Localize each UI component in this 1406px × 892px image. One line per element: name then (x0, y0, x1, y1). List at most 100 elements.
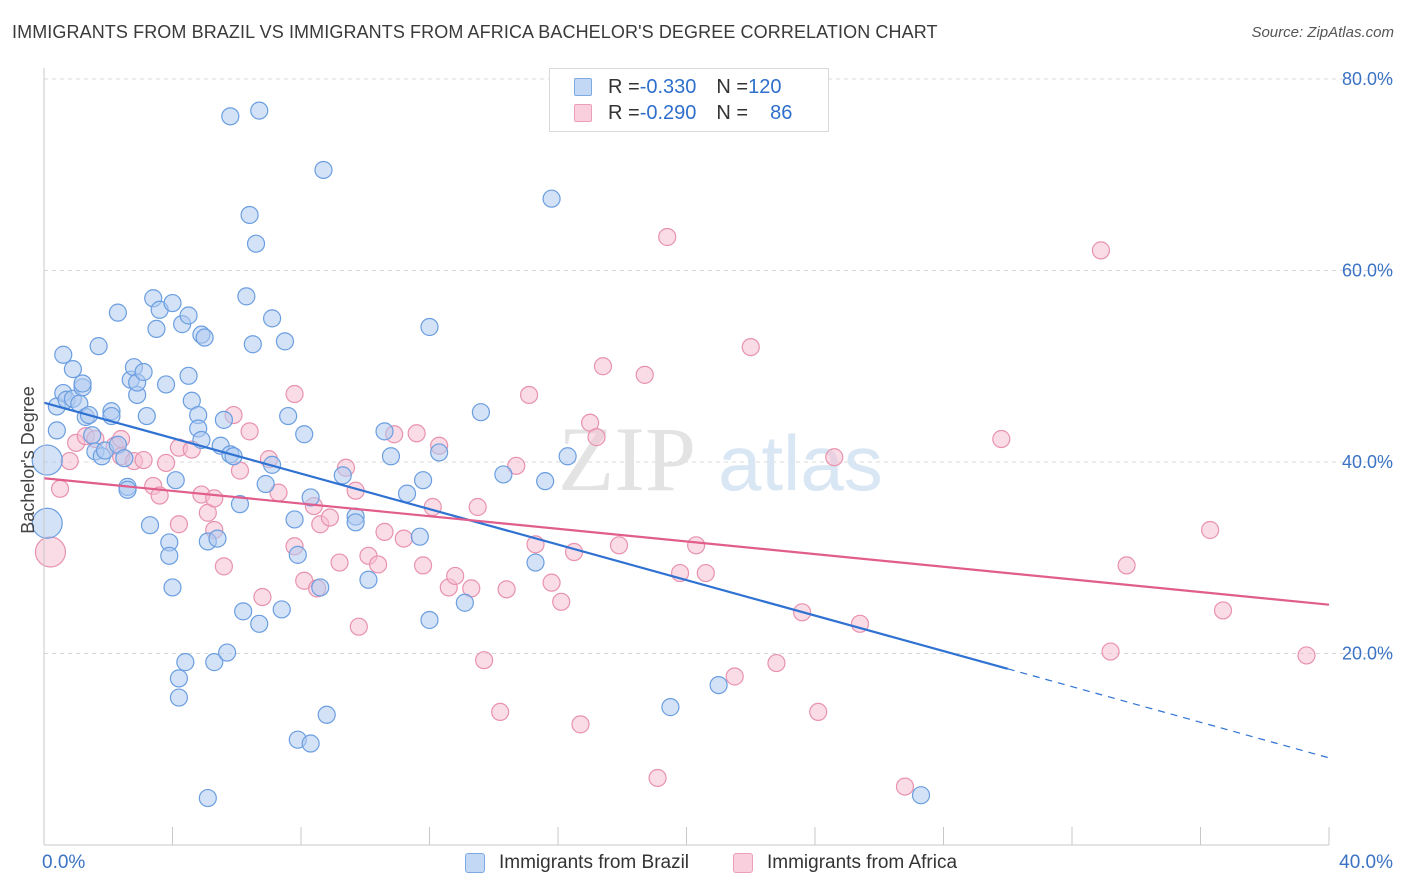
africa-point (60, 451, 79, 471)
africa-point (169, 515, 189, 534)
brazil-point (89, 337, 108, 356)
africa-point (1117, 556, 1136, 575)
africa-point (658, 227, 677, 247)
africa-point (609, 536, 629, 555)
y-tick-label: 20.0% (1342, 644, 1393, 664)
brazil-point (301, 734, 320, 753)
series-legend: Immigrants from Brazil Immigrants from A… (0, 852, 1406, 876)
africa-point (696, 563, 715, 583)
africa-point (519, 385, 539, 405)
africa-point (413, 556, 433, 575)
legend-r-value: -0.290 (639, 101, 697, 124)
africa-point (214, 557, 233, 576)
brazil-point (420, 317, 439, 337)
trend-lines (43, 401, 1330, 759)
africa-point (369, 555, 388, 574)
brazil-point (205, 653, 224, 672)
brazil-point (47, 421, 66, 440)
brazil-point (234, 602, 253, 621)
brazil-point (285, 510, 304, 529)
brazil-point (63, 360, 83, 379)
legend-item-africa[interactable]: Immigrants from Africa (733, 852, 957, 874)
africa-point (1297, 646, 1316, 665)
brazil-point (410, 527, 429, 546)
y-tick-label: 80.0% (1342, 69, 1393, 89)
africa-point (767, 653, 786, 673)
brazil-point (430, 443, 449, 462)
africa-point (542, 573, 561, 592)
chart-title: IMMIGRANTS FROM BRAZIL VS IMMIGRANTS FRO… (12, 22, 938, 42)
africa-point (895, 777, 915, 796)
africa-point (150, 486, 169, 505)
africa-trend-line (43, 477, 1330, 606)
africa-point (552, 592, 571, 611)
brazil-point (169, 669, 189, 688)
y-tick-labels: 20.0% 40.0% 60.0% 80.0% (1342, 69, 1393, 664)
africa-point (475, 651, 494, 670)
brazil-point (311, 578, 330, 597)
brazil-point (494, 465, 513, 484)
legend-label-brazil: Immigrants from Brazil (499, 852, 690, 873)
africa-point (497, 580, 516, 599)
brazil-point (272, 600, 291, 619)
brazil-point (115, 449, 134, 468)
grid-lines (44, 78, 1392, 654)
brazil-point (279, 406, 298, 426)
legend-r-value: -0.330 (639, 75, 697, 98)
africa-point (134, 450, 153, 470)
africa-point (687, 536, 706, 555)
africa-point (468, 497, 487, 517)
africa-point (491, 702, 510, 722)
brazil-point (214, 410, 233, 429)
brazil-point (221, 107, 240, 126)
brazil-point (134, 362, 153, 382)
africa-point (809, 702, 828, 722)
brazil-point (256, 474, 275, 494)
brazil-point (471, 403, 490, 422)
brazil-point (375, 422, 394, 441)
stats-legend: R = -0.330 N = 120 R = -0.290 N = 86 (549, 68, 829, 132)
africa-point (50, 479, 70, 498)
africa-point (320, 508, 340, 527)
brazil-point (230, 495, 250, 514)
brazil-point (137, 406, 156, 426)
brazil-point (160, 546, 179, 565)
brazil-point (31, 444, 63, 476)
africa-point (587, 428, 606, 447)
brazil-point (542, 189, 561, 208)
y-tick-label: 60.0% (1342, 261, 1393, 281)
watermark: ZIP atlas (558, 408, 883, 510)
africa-point (1091, 241, 1111, 260)
africa-point (240, 422, 259, 441)
africa-point (156, 453, 176, 473)
brazil-point (240, 205, 259, 225)
legend-r-label: R = (608, 101, 640, 124)
brazil-point (176, 653, 195, 672)
brazil-point (73, 374, 92, 393)
africa-point (394, 529, 413, 548)
legend-row-brazil: R = -0.330 N = 120 (574, 75, 781, 99)
brazil-point (381, 447, 401, 466)
axes (43, 68, 1330, 846)
brazil-point (237, 287, 256, 306)
legend-row-africa: R = -0.290 N = 86 (574, 101, 792, 125)
brazil-point (147, 319, 166, 339)
brazil-point (709, 675, 728, 695)
brazil-point (179, 366, 198, 385)
africa-point (285, 384, 304, 404)
africa-point (741, 338, 760, 357)
africa-points (34, 227, 1316, 796)
legend-item-brazil[interactable]: Immigrants from Brazil (465, 852, 689, 874)
brazil-point (314, 160, 333, 180)
brazil-point (118, 480, 137, 499)
source-label: Source: ZipAtlas.com (1251, 24, 1394, 41)
brazil-point (250, 101, 269, 120)
brazil-point (661, 698, 680, 717)
africa-point (330, 553, 349, 572)
brazil-point (54, 345, 73, 364)
africa-point (205, 489, 224, 508)
x-tick-min: 0.0% (42, 852, 86, 873)
brazil-point (156, 375, 176, 394)
brazil-legend-swatch (465, 853, 485, 873)
africa-point (34, 536, 67, 568)
